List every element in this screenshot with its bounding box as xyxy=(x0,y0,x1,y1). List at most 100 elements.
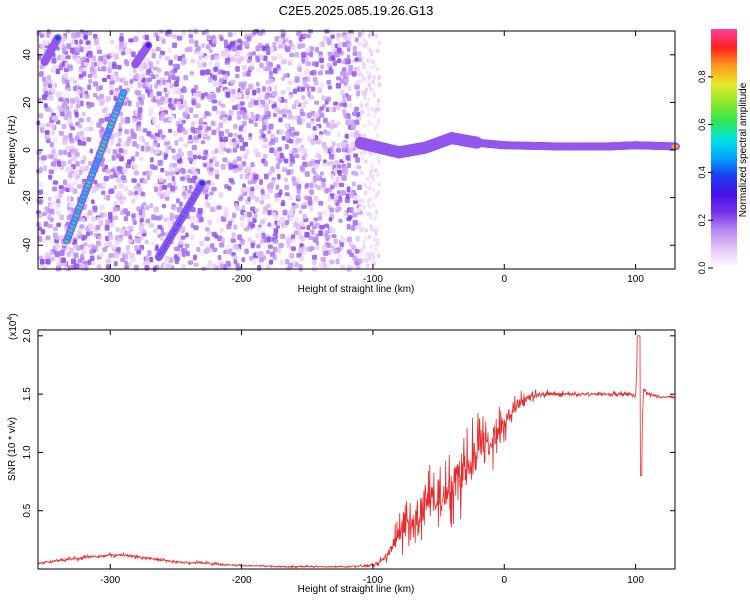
heatmap-cell xyxy=(152,118,158,124)
heatmap-cell xyxy=(371,260,375,265)
heatmap-cell xyxy=(60,160,67,167)
heatmap-cell xyxy=(92,81,99,87)
heatmap-cell xyxy=(131,117,136,123)
heatmap-cell xyxy=(368,197,372,202)
heatmap-cell xyxy=(205,161,211,168)
heatmap-cell xyxy=(333,249,338,254)
heatmap-cell xyxy=(148,112,153,117)
heatmap-cell xyxy=(134,190,139,196)
colorbar-tick-label: 0.2 xyxy=(697,214,707,227)
heatmap-cell xyxy=(106,74,112,79)
heatmap-cell xyxy=(376,102,380,107)
heatmap-cell xyxy=(214,168,219,175)
heatmap-cell xyxy=(288,262,294,269)
heatmap-cell xyxy=(315,245,320,250)
heatmap-cell xyxy=(372,187,376,192)
heatmap-cell xyxy=(166,219,171,225)
heatmap-cell xyxy=(292,115,298,121)
x-tick-label: -300 xyxy=(100,575,120,586)
heatmap-cell xyxy=(307,91,311,97)
heatmap-cell xyxy=(336,206,342,211)
heatmap-cell xyxy=(314,152,320,159)
heatmap-cell xyxy=(188,260,194,265)
heatmap-cell xyxy=(267,171,272,176)
heatmap-cell xyxy=(301,147,305,153)
heatmap-cell xyxy=(110,168,116,173)
heatmap-cell xyxy=(270,133,275,140)
heatmap-cell xyxy=(105,96,111,103)
heatmap-cell xyxy=(99,93,105,99)
heatmap-cell xyxy=(308,236,314,241)
heatmap-cell xyxy=(324,188,329,194)
heatmap-cell xyxy=(198,125,203,131)
heatmap-cell xyxy=(164,255,171,262)
heatmap-cell xyxy=(146,130,152,137)
heatmap-cell xyxy=(127,225,133,230)
heatmap-cell xyxy=(237,234,242,241)
heatmap-cell xyxy=(211,99,218,104)
heatmap-cell xyxy=(156,99,160,105)
heatmap-cell xyxy=(260,99,266,105)
heatmap-cell xyxy=(335,258,340,265)
heatmap-cell xyxy=(323,117,328,124)
heatmap-cell xyxy=(256,87,261,94)
heatmap-cell xyxy=(89,230,94,236)
heatmap-cell xyxy=(321,95,326,101)
heatmap-cell xyxy=(193,225,199,231)
heatmap-cell xyxy=(219,36,224,42)
heatmap-cell xyxy=(289,253,294,259)
heatmap-cell xyxy=(188,107,194,114)
heatmap-cell xyxy=(363,183,367,188)
heatmap-cell xyxy=(172,63,179,69)
heatmap-cell xyxy=(173,54,179,60)
heatmap-cell xyxy=(140,191,146,197)
heatmap-cell xyxy=(81,218,86,223)
heatmap-cell xyxy=(334,160,339,166)
heatmap-cell xyxy=(297,118,303,125)
heatmap-cell xyxy=(372,203,376,208)
heatmap-cell xyxy=(366,107,370,112)
heatmap-cell xyxy=(228,109,234,116)
heatmap-cell xyxy=(361,56,365,61)
heatmap-cell xyxy=(112,206,117,213)
heatmap-cell xyxy=(179,94,184,100)
heatmap-cell xyxy=(287,61,292,66)
heatmap-cells xyxy=(36,28,680,272)
heatmap-cell xyxy=(130,128,134,135)
heatmap-cell xyxy=(95,224,101,230)
heatmap-cell xyxy=(278,189,283,196)
heatmap-cell xyxy=(55,68,60,75)
heatmap-cell xyxy=(295,137,301,144)
heatmap-cell xyxy=(333,101,339,106)
heatmap-cell xyxy=(275,184,280,190)
heatmap-cell xyxy=(216,81,223,87)
heatmap-cell xyxy=(142,171,147,176)
heatmap-cell xyxy=(156,91,162,96)
heatmap-cell xyxy=(178,137,184,142)
heatmap-cell xyxy=(267,222,272,227)
heatmap-cell xyxy=(300,236,305,242)
heatmap-cell xyxy=(131,133,137,140)
heatmap-cell xyxy=(80,100,84,107)
heatmap-cell xyxy=(215,217,222,223)
heatmap-cell xyxy=(308,200,313,206)
heatmap-cell xyxy=(354,57,359,62)
heatmap-cell xyxy=(359,71,363,76)
heatmap-cell xyxy=(169,103,174,110)
heatmap-cell xyxy=(113,261,118,267)
heatmap-cell xyxy=(79,46,84,53)
heatmap-cell xyxy=(174,258,179,265)
heatmap-cell xyxy=(75,57,81,62)
heatmap-cell xyxy=(262,125,267,131)
heatmap-cell xyxy=(277,96,281,101)
heatmap-cell xyxy=(73,180,79,186)
heatmap-cell xyxy=(264,104,269,110)
heatmap-cell xyxy=(179,201,183,207)
heatmap-cell xyxy=(47,174,53,179)
heatmap-cell xyxy=(232,105,238,111)
heatmap-cell xyxy=(147,82,151,87)
heatmap-cell xyxy=(181,186,186,192)
heatmap-cell xyxy=(83,61,88,67)
diagonal-trace-3 xyxy=(40,34,62,66)
heatmap-cell xyxy=(372,114,376,119)
